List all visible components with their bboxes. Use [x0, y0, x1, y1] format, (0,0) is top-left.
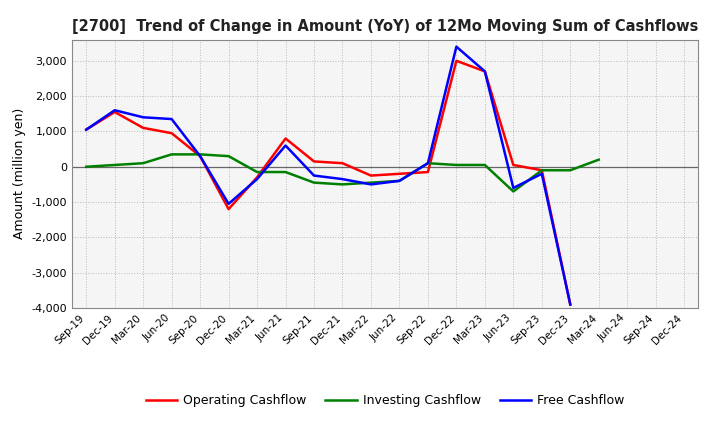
- Operating Cashflow: [139, 125, 148, 131]
- Investing Cashflow: [167, 152, 176, 157]
- Investing Cashflow: [310, 180, 318, 185]
- Operating Cashflow: [338, 161, 347, 166]
- Free Cashflow: [509, 185, 518, 191]
- Free Cashflow: [452, 44, 461, 49]
- Investing Cashflow: [139, 161, 148, 166]
- Operating Cashflow: [452, 58, 461, 63]
- Operating Cashflow: [310, 159, 318, 164]
- Operating Cashflow: [167, 131, 176, 136]
- Line: Operating Cashflow: Operating Cashflow: [86, 61, 570, 304]
- Operating Cashflow: [566, 302, 575, 307]
- Title: [2700]  Trend of Change in Amount (YoY) of 12Mo Moving Sum of Cashflows: [2700] Trend of Change in Amount (YoY) o…: [72, 19, 698, 34]
- Free Cashflow: [566, 302, 575, 307]
- Free Cashflow: [423, 161, 432, 166]
- Line: Investing Cashflow: Investing Cashflow: [86, 154, 599, 191]
- Investing Cashflow: [509, 189, 518, 194]
- Investing Cashflow: [338, 182, 347, 187]
- Free Cashflow: [366, 182, 375, 187]
- Legend: Operating Cashflow, Investing Cashflow, Free Cashflow: Operating Cashflow, Investing Cashflow, …: [141, 389, 629, 412]
- Operating Cashflow: [225, 206, 233, 212]
- Operating Cashflow: [509, 162, 518, 168]
- Investing Cashflow: [366, 180, 375, 185]
- Free Cashflow: [253, 176, 261, 182]
- Operating Cashflow: [82, 127, 91, 132]
- Free Cashflow: [110, 108, 119, 113]
- Y-axis label: Amount (million yen): Amount (million yen): [13, 108, 26, 239]
- Investing Cashflow: [537, 168, 546, 173]
- Operating Cashflow: [253, 175, 261, 180]
- Free Cashflow: [225, 201, 233, 206]
- Investing Cashflow: [110, 162, 119, 168]
- Free Cashflow: [480, 69, 489, 74]
- Free Cashflow: [82, 127, 91, 132]
- Operating Cashflow: [423, 169, 432, 175]
- Investing Cashflow: [395, 178, 404, 183]
- Investing Cashflow: [253, 169, 261, 175]
- Free Cashflow: [537, 171, 546, 176]
- Free Cashflow: [395, 178, 404, 183]
- Investing Cashflow: [82, 164, 91, 169]
- Investing Cashflow: [595, 157, 603, 162]
- Investing Cashflow: [480, 162, 489, 168]
- Investing Cashflow: [225, 154, 233, 159]
- Investing Cashflow: [452, 162, 461, 168]
- Operating Cashflow: [537, 168, 546, 173]
- Operating Cashflow: [480, 69, 489, 74]
- Investing Cashflow: [566, 168, 575, 173]
- Operating Cashflow: [282, 136, 290, 141]
- Free Cashflow: [167, 117, 176, 122]
- Free Cashflow: [139, 115, 148, 120]
- Free Cashflow: [310, 173, 318, 178]
- Investing Cashflow: [196, 152, 204, 157]
- Operating Cashflow: [110, 110, 119, 115]
- Operating Cashflow: [196, 154, 204, 159]
- Investing Cashflow: [282, 169, 290, 175]
- Free Cashflow: [282, 143, 290, 148]
- Operating Cashflow: [366, 173, 375, 178]
- Investing Cashflow: [423, 161, 432, 166]
- Line: Free Cashflow: Free Cashflow: [86, 47, 570, 304]
- Free Cashflow: [196, 154, 204, 159]
- Operating Cashflow: [395, 171, 404, 176]
- Free Cashflow: [338, 176, 347, 182]
